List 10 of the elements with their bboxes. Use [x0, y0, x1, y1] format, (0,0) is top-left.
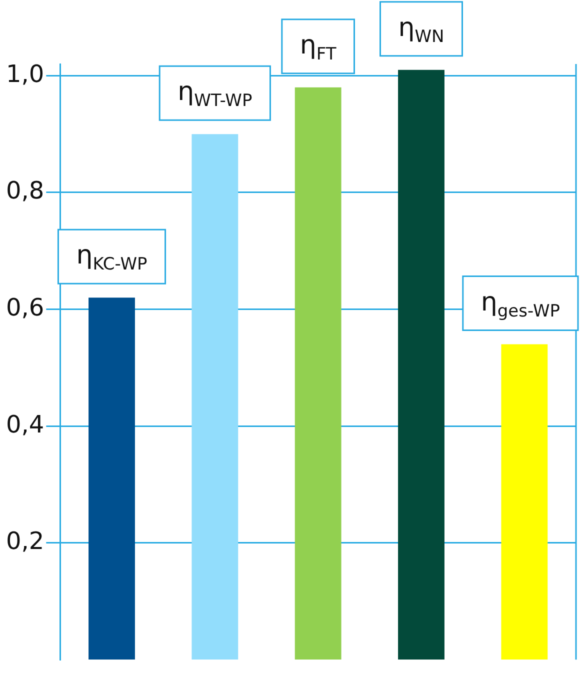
y-tick-label: 0,2	[6, 527, 44, 556]
y-tick-label: 0,8	[6, 176, 44, 205]
bar	[501, 344, 548, 660]
y-tick-label: 0,6	[6, 293, 44, 322]
y-tick-label: 1,0	[6, 60, 44, 88]
bar	[398, 70, 444, 660]
bar	[294, 87, 342, 660]
y-tick-label: 0,4	[6, 410, 44, 438]
bar	[192, 134, 238, 660]
bar	[88, 298, 135, 660]
